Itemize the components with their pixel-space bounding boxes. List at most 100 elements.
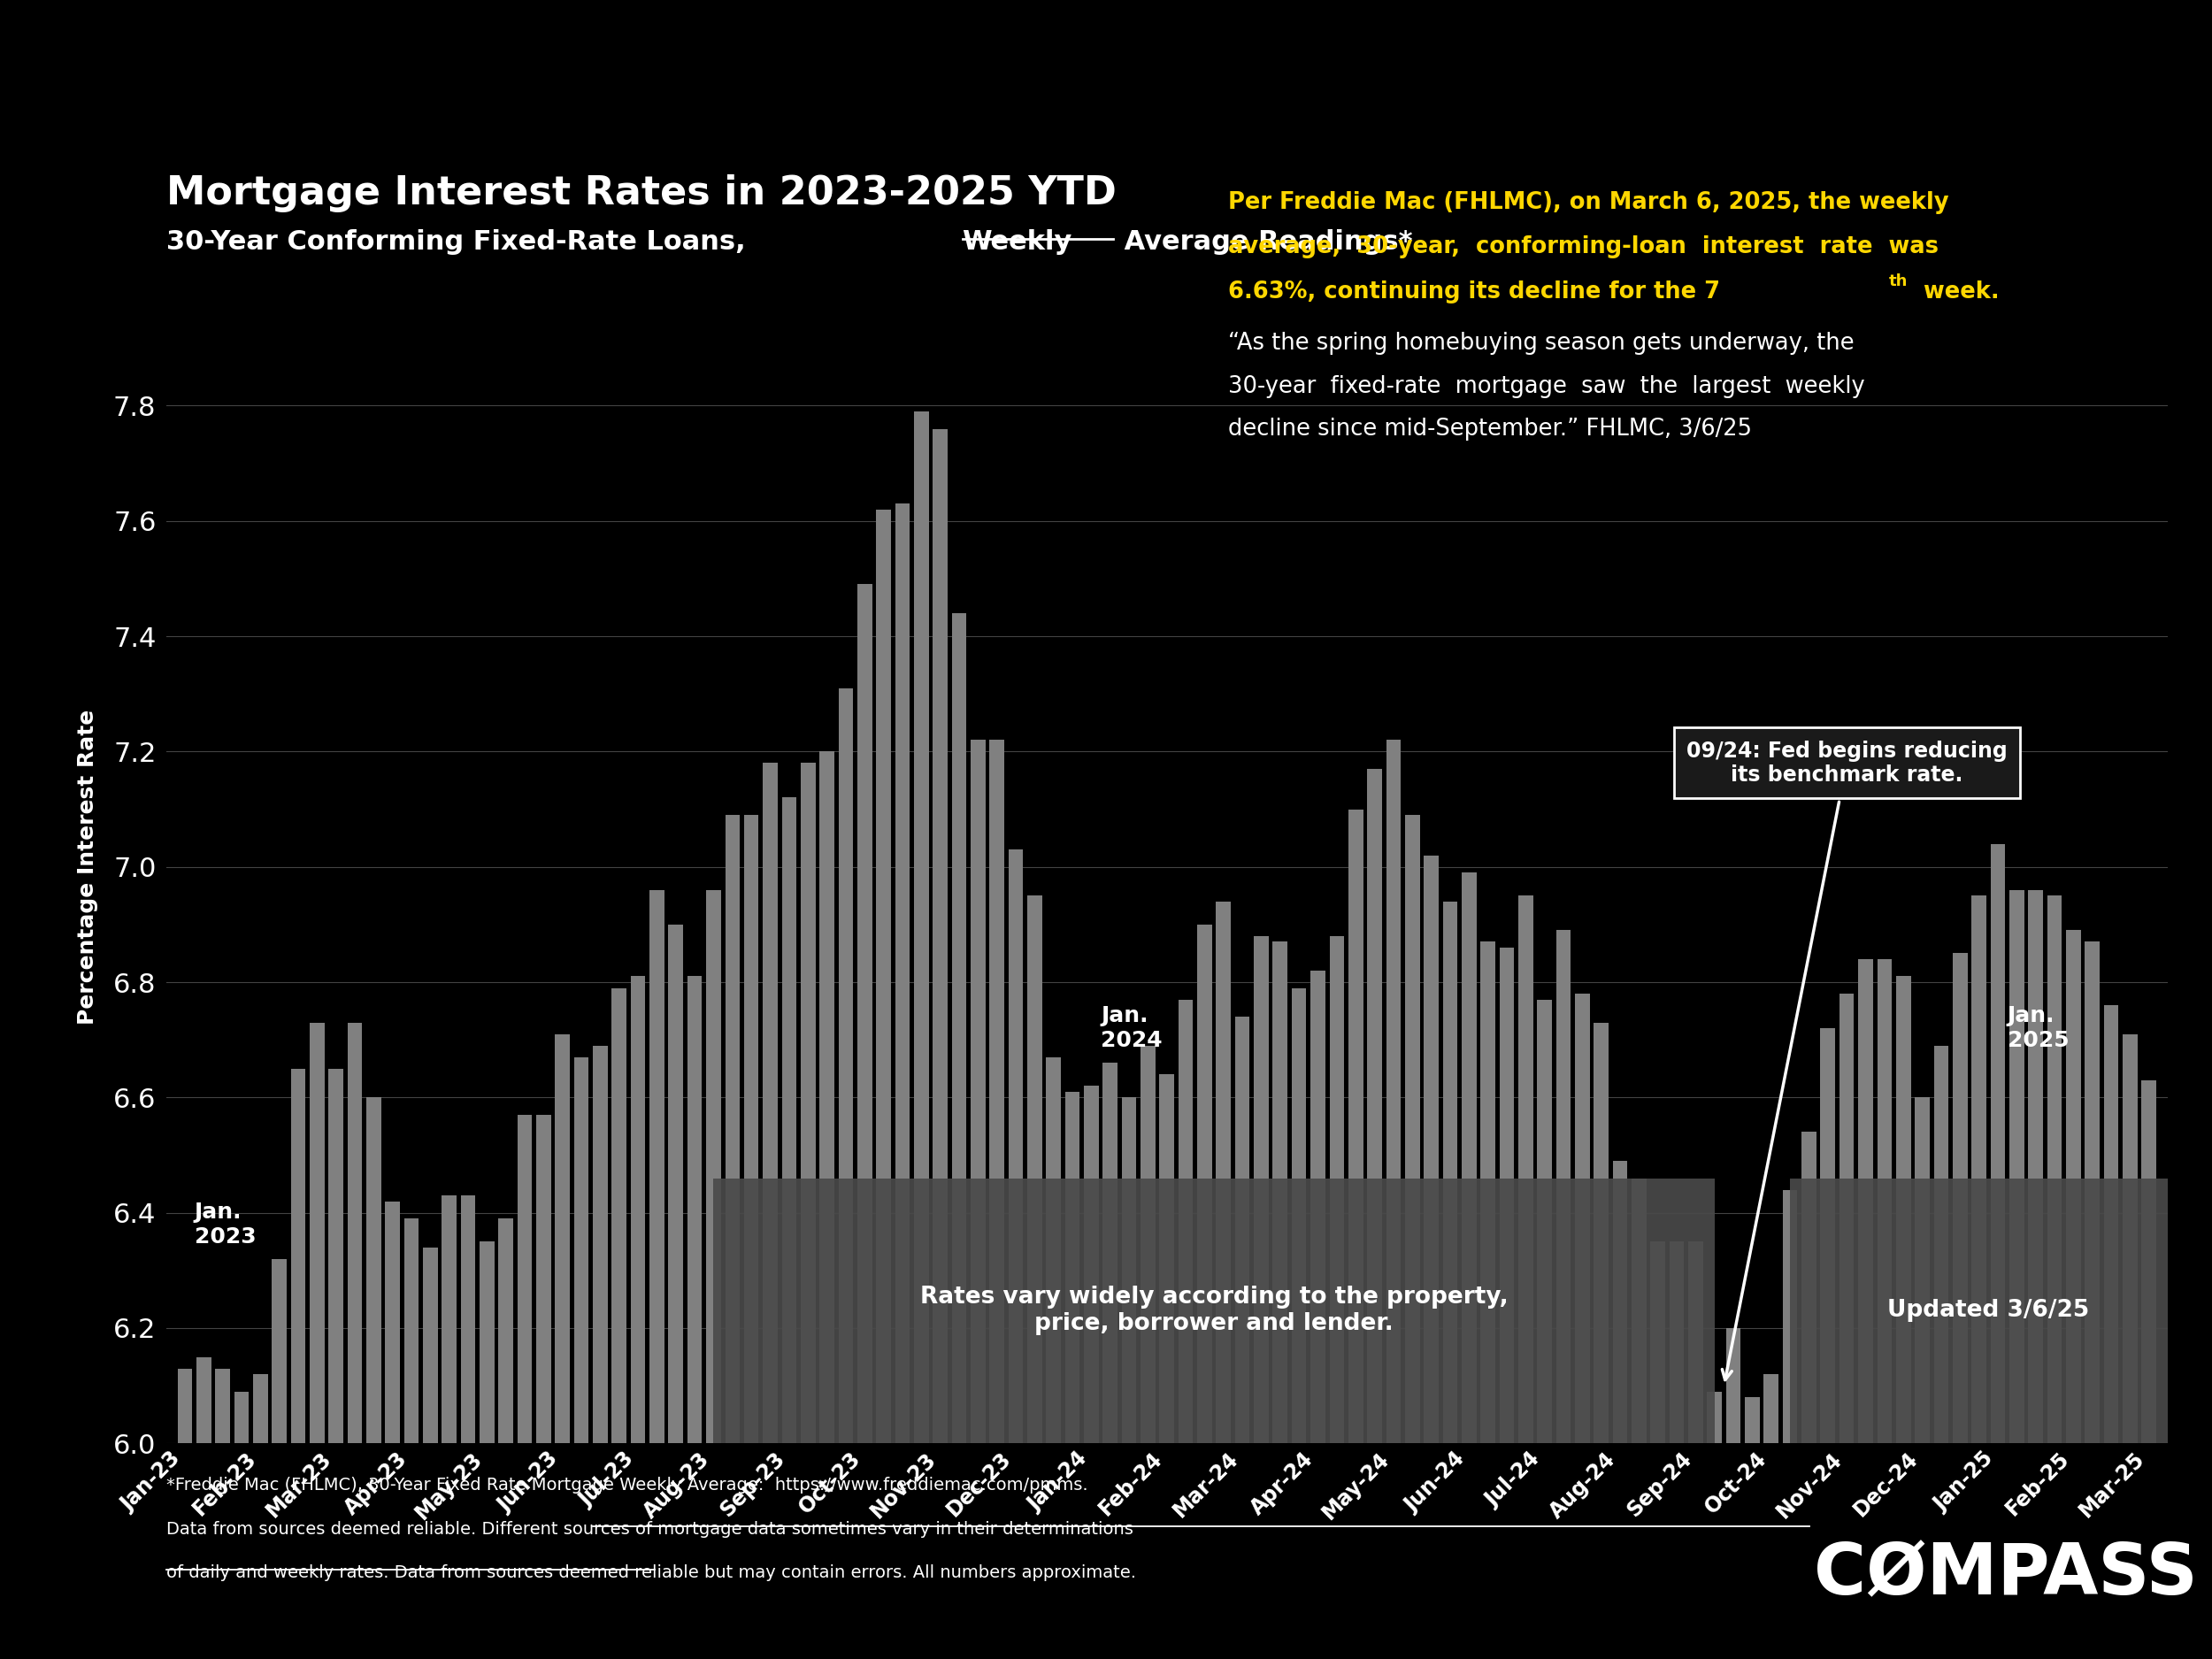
Bar <box>535 1115 551 1443</box>
Bar <box>951 614 967 1443</box>
Bar <box>2086 942 2099 1443</box>
Bar <box>1179 999 1192 1443</box>
Bar <box>1896 977 1911 1443</box>
Text: 09/24: Fed begins reducing
its benchmark rate.: 09/24: Fed begins reducing its benchmark… <box>1686 740 2006 1380</box>
Bar <box>650 889 664 1443</box>
Bar <box>1217 901 1230 1443</box>
Bar <box>688 977 701 1443</box>
Bar <box>1272 942 1287 1443</box>
Bar <box>971 740 984 1443</box>
Bar <box>1878 959 1891 1443</box>
Text: Jan.
2024: Jan. 2024 <box>1102 1005 1161 1052</box>
Bar <box>1595 1022 1608 1443</box>
Bar <box>405 1218 418 1443</box>
Bar <box>385 1201 400 1443</box>
Text: 30-Year Conforming Fixed-Rate Loans,: 30-Year Conforming Fixed-Rate Loans, <box>166 229 754 254</box>
Y-axis label: Percentage Interest Rate: Percentage Interest Rate <box>77 710 97 1024</box>
Bar <box>838 688 854 1443</box>
Bar <box>1141 1045 1155 1443</box>
Text: Updated 3/6/25: Updated 3/6/25 <box>1887 1299 2090 1322</box>
Bar <box>1537 999 1553 1443</box>
Bar <box>668 924 684 1443</box>
Text: CØMPASS: CØMPASS <box>1814 1540 2199 1609</box>
Bar <box>1820 1029 1836 1443</box>
Bar <box>714 1178 1714 1443</box>
Bar <box>630 977 646 1443</box>
Bar <box>2104 1005 2119 1443</box>
Bar <box>422 1248 438 1443</box>
Bar <box>310 1022 325 1443</box>
Text: average,  30-year,  conforming-loan  interest  rate  was: average, 30-year, conforming-loan intere… <box>1228 236 1938 259</box>
Bar <box>706 889 721 1443</box>
Bar <box>933 428 947 1443</box>
Bar <box>1197 924 1212 1443</box>
Text: Weekly: Weekly <box>962 229 1073 254</box>
Bar <box>1500 947 1515 1443</box>
Bar <box>1310 971 1325 1443</box>
Bar <box>1840 994 1854 1443</box>
Bar <box>743 815 759 1443</box>
Bar <box>1387 740 1400 1443</box>
Bar <box>1254 936 1270 1443</box>
Bar <box>989 740 1004 1443</box>
Bar <box>2066 931 2081 1443</box>
Bar <box>197 1357 210 1443</box>
Text: Per Freddie Mac (FHLMC), on March 6, 2025, the weekly: Per Freddie Mac (FHLMC), on March 6, 202… <box>1228 191 1949 214</box>
Text: Rates vary widely according to the property,
price, borrower and lender.: Rates vary widely according to the prope… <box>920 1286 1509 1335</box>
Bar <box>2124 1034 2137 1443</box>
Bar <box>1745 1397 1759 1443</box>
Text: th: th <box>1889 274 1909 290</box>
Bar <box>763 763 779 1443</box>
Bar <box>575 1057 588 1443</box>
Bar <box>1991 844 2004 1443</box>
Bar <box>2028 889 2044 1443</box>
Bar <box>1858 959 1874 1443</box>
Bar <box>1329 936 1345 1443</box>
Bar <box>896 504 909 1443</box>
Bar <box>1084 1087 1099 1443</box>
Bar <box>1801 1131 1816 1443</box>
Bar <box>1971 896 1986 1443</box>
Text: *Freddie Mac (FHLMC), 30-Year Fixed Rate Mortgage Weekly Average:  https://www.f: *Freddie Mac (FHLMC), 30-Year Fixed Rate… <box>166 1477 1088 1493</box>
Bar <box>1916 1098 1929 1443</box>
Bar <box>1575 994 1590 1443</box>
Bar <box>1613 1161 1628 1443</box>
Bar <box>234 1392 248 1443</box>
Bar <box>1349 810 1363 1443</box>
Text: Jan.
2023: Jan. 2023 <box>195 1201 257 1248</box>
Bar <box>1009 849 1024 1443</box>
Text: Average Readings*: Average Readings* <box>1115 229 1413 254</box>
Bar <box>177 1369 192 1443</box>
Bar <box>367 1098 380 1443</box>
Bar <box>1121 1098 1137 1443</box>
Bar <box>252 1374 268 1443</box>
Bar <box>613 987 626 1443</box>
Bar <box>498 1218 513 1443</box>
Bar <box>1688 1241 1703 1443</box>
Bar <box>1292 987 1307 1443</box>
Bar <box>1104 1063 1117 1443</box>
Text: Mortgage Interest Rates in 2023-2025 YTD: Mortgage Interest Rates in 2023-2025 YTD <box>166 174 1117 212</box>
Bar <box>1763 1374 1778 1443</box>
Bar <box>914 411 929 1443</box>
Bar <box>1480 942 1495 1443</box>
Bar <box>272 1259 288 1443</box>
Text: 6.63%, continuing its decline for the 7: 6.63%, continuing its decline for the 7 <box>1228 280 1719 304</box>
Bar <box>1026 896 1042 1443</box>
Bar <box>818 752 834 1443</box>
Bar <box>215 1369 230 1443</box>
Bar <box>1555 931 1571 1443</box>
Bar <box>1783 1190 1798 1443</box>
Bar <box>1064 1092 1079 1443</box>
Text: 30-year  fixed-rate  mortgage  saw  the  largest  weekly: 30-year fixed-rate mortgage saw the larg… <box>1228 375 1865 398</box>
Text: decline since mid-September.” FHLMC, 3/6/25: decline since mid-September.” FHLMC, 3/6… <box>1228 418 1752 441</box>
Bar <box>1650 1241 1666 1443</box>
Bar <box>1405 815 1420 1443</box>
Bar <box>1234 1017 1250 1443</box>
Bar <box>555 1034 571 1443</box>
Bar <box>1367 768 1382 1443</box>
Bar <box>442 1196 456 1443</box>
Bar <box>1725 1327 1741 1443</box>
Bar <box>858 584 872 1443</box>
Bar <box>1442 901 1458 1443</box>
